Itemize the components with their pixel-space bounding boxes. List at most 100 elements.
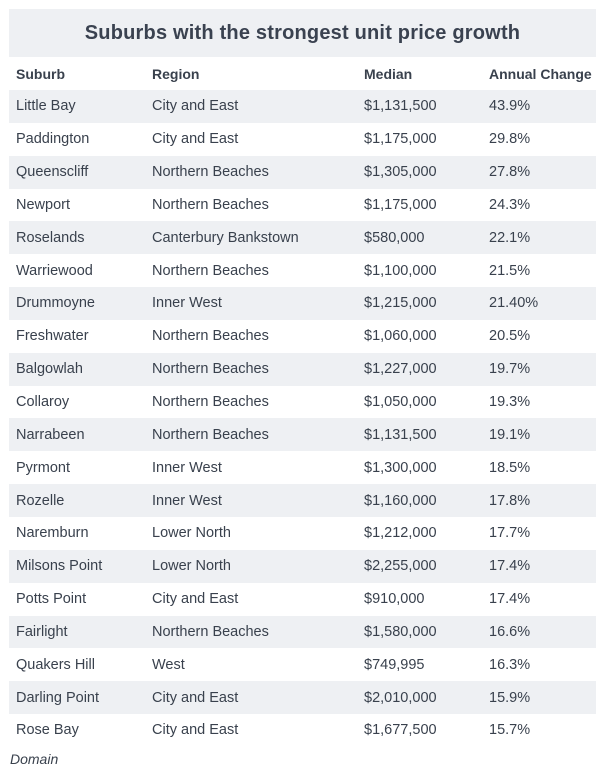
cell-suburb: Warriewood <box>16 262 93 279</box>
table-row: Newport Northern Beaches $1,175,000 24.3% <box>9 188 596 222</box>
cell-region: Inner West <box>152 295 222 312</box>
cell-suburb: Milsons Point <box>16 558 103 575</box>
cell-median: $1,212,000 <box>364 525 437 542</box>
cell-region: City and East <box>152 131 239 148</box>
cell-suburb: Newport <box>16 196 70 213</box>
cell-region: Northern Beaches <box>152 361 269 378</box>
cell-region: Northern Beaches <box>152 328 269 345</box>
cell-annual-change: 17.8% <box>489 492 531 509</box>
cell-suburb: Paddington <box>16 131 90 148</box>
table-row: Quakers Hill West $749,995 16.3% <box>9 648 596 682</box>
cell-median: $910,000 <box>364 591 425 608</box>
cell-region: Northern Beaches <box>152 394 269 411</box>
cell-region: West <box>152 656 185 673</box>
table-row: Rozelle Inner West $1,160,000 17.8% <box>9 484 596 517</box>
table-row: Queenscliff Northern Beaches $1,305,000 27.… <box>9 155 596 189</box>
cell-median: $1,175,000 <box>364 196 437 213</box>
cell-region: Northern Beaches <box>152 164 269 181</box>
cell-region: Inner West <box>152 459 222 476</box>
table-header: Suburb Region Median Annual Change <box>9 57 596 90</box>
cell-annual-change: 24.3% <box>489 196 531 213</box>
cell-median: $1,215,000 <box>364 295 437 312</box>
cell-annual-change: 22.1% <box>489 229 531 246</box>
cell-region: City and East <box>152 689 239 706</box>
header-region: Region <box>152 65 200 82</box>
cell-suburb: Fairlight <box>16 623 68 640</box>
cell-suburb: Queenscliff <box>16 164 89 181</box>
table-row: Fairlight Northern Beaches $1,580,000 16.6% <box>9 615 596 649</box>
table-row: Warriewood Northern Beaches $1,100,000 21.5… <box>9 254 596 288</box>
cell-region: Northern Beaches <box>152 623 269 640</box>
cell-region: Lower North <box>152 558 231 575</box>
cell-median: $1,305,000 <box>364 164 437 181</box>
cell-region: Lower North <box>152 525 231 542</box>
cell-annual-change: 43.9% <box>489 98 531 115</box>
cell-region: City and East <box>152 722 239 739</box>
table-row: Little Bay City and East $1,131,500 43.9% <box>9 90 596 123</box>
cell-region: Northern Beaches <box>152 196 269 213</box>
cell-median: $580,000 <box>364 229 425 246</box>
cell-region: City and East <box>152 98 239 115</box>
cell-region: City and East <box>152 591 239 608</box>
table-row: Milsons Point Lower North $2,255,000 17.4% <box>9 549 596 583</box>
cell-annual-change: 21.5% <box>489 262 531 279</box>
cell-annual-change: 19.3% <box>489 394 531 411</box>
table-title: Suburbs with the strongest unit price gr… <box>84 21 521 44</box>
cell-suburb: Naremburn <box>16 525 89 542</box>
cell-suburb: Freshwater <box>16 328 89 345</box>
cell-annual-change: 18.5% <box>489 459 531 476</box>
table-row: Roselands Canterbury Bankstown $580,000 22.… <box>9 221 596 255</box>
table-body: Little Bay City and East $1,131,500 43.9% Pa… <box>9 90 596 747</box>
source-credit: Domain <box>10 751 59 767</box>
cell-annual-change: 21.40% <box>489 295 539 312</box>
table-row: Narrabeen Northern Beaches $1,131,500 19.1% <box>9 418 596 452</box>
table-row: Potts Point City and East $910,000 17.4% <box>9 582 596 616</box>
cell-region: Inner West <box>152 492 222 509</box>
cell-suburb: Balgowlah <box>16 361 83 378</box>
header-row: Suburb Region Median Annual Change <box>9 57 596 90</box>
header-annual-change: Annual Change <box>489 65 592 82</box>
cell-region: Northern Beaches <box>152 426 269 443</box>
cell-region: Northern Beaches <box>152 262 269 279</box>
cell-annual-change: 15.9% <box>489 689 531 706</box>
cell-median: $2,255,000 <box>364 558 437 575</box>
cell-median: $1,060,000 <box>364 328 437 345</box>
cell-suburb: Rose Bay <box>16 722 79 739</box>
table-row: Pyrmont Inner West $1,300,000 18.5% <box>9 451 596 485</box>
header-suburb: Suburb <box>16 65 65 82</box>
cell-median: $1,131,500 <box>364 426 437 443</box>
cell-annual-change: 19.1% <box>489 426 531 443</box>
cell-median: $1,100,000 <box>364 262 437 279</box>
cell-annual-change: 20.5% <box>489 328 531 345</box>
cell-median: $1,131,500 <box>364 98 437 115</box>
cell-suburb: Quakers Hill <box>16 656 95 673</box>
cell-median: $1,677,500 <box>364 722 437 739</box>
table-row: Paddington City and East $1,175,000 29.8% <box>9 122 596 156</box>
title-band: Suburbs with the strongest unit price gr… <box>9 9 596 57</box>
cell-suburb: Darling Point <box>16 689 100 706</box>
cell-suburb: Roselands <box>16 229 85 246</box>
cell-region: Canterbury Bankstown <box>152 229 299 246</box>
cell-median: $1,050,000 <box>364 394 437 411</box>
cell-median: $1,300,000 <box>364 459 437 476</box>
header-median: Median <box>364 65 413 82</box>
cell-median: $1,175,000 <box>364 131 437 148</box>
table-row: Drummoyne Inner West $1,215,000 21.40% <box>9 287 596 320</box>
cell-suburb: Potts Point <box>16 591 87 608</box>
cell-suburb: Collaroy <box>16 394 70 411</box>
cell-suburb: Little Bay <box>16 98 76 115</box>
cell-annual-change: 17.4% <box>489 558 531 575</box>
cell-suburb: Narrabeen <box>16 426 85 443</box>
cell-suburb: Rozelle <box>16 492 65 509</box>
cell-annual-change: 27.8% <box>489 164 531 181</box>
cell-annual-change: 17.4% <box>489 591 531 608</box>
data-table: Suburb Region Median Annual Change Littl… <box>9 57 596 747</box>
cell-median: $1,160,000 <box>364 492 437 509</box>
cell-median: $2,010,000 <box>364 689 437 706</box>
table-row: Rose Bay City and East $1,677,500 15.7% <box>9 714 596 747</box>
cell-annual-change: 19.7% <box>489 361 531 378</box>
cell-suburb: Pyrmont <box>16 459 70 476</box>
cell-median: $749,995 <box>364 656 425 673</box>
cell-annual-change: 16.6% <box>489 623 531 640</box>
cell-annual-change: 16.3% <box>489 656 531 673</box>
